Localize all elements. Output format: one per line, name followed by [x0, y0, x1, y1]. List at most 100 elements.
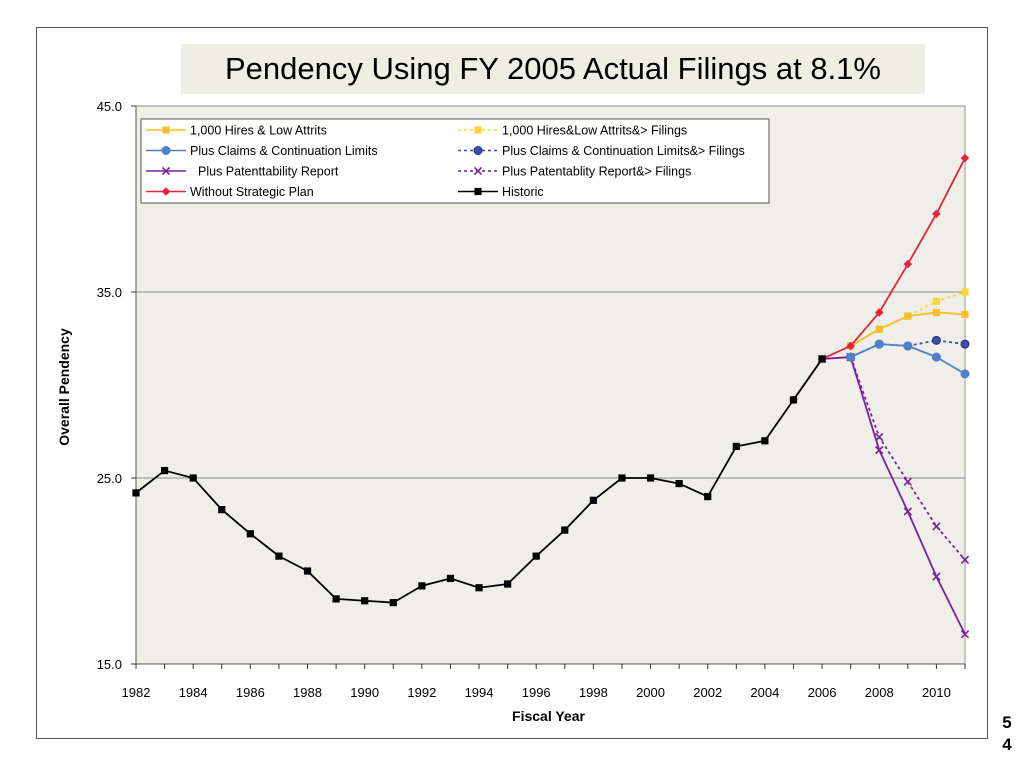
legend-marker [161, 187, 171, 196]
legend: 1,000 Hires & Low Attrits 1,000 Hires&Low… [140, 118, 770, 204]
page-number-digit: 5 [1002, 713, 1012, 732]
data-point [132, 489, 140, 497]
data-point [960, 369, 970, 379]
data-point [446, 574, 455, 583]
series-line [849, 356, 966, 561]
legend-item: Historic [458, 185, 544, 199]
data-point [960, 555, 970, 565]
legend-label: Historic [502, 185, 544, 199]
data-point [732, 442, 740, 450]
data-point [160, 466, 169, 475]
legend-item: 1,000 Hires&Low Attrits&> Filings [458, 124, 687, 138]
legend-item: Without Strategic Plan [146, 185, 314, 199]
data-point [818, 355, 826, 363]
slide-frame [36, 27, 988, 739]
data-point [418, 582, 426, 590]
data-point [932, 297, 941, 305]
data-point [303, 567, 312, 575]
marker-stroke [903, 477, 912, 486]
data-point [504, 580, 512, 588]
data-point [931, 352, 941, 362]
x-tick-label: 1994 [465, 685, 494, 700]
y-tick-label: 15.0 [97, 657, 122, 672]
data-point [475, 584, 483, 592]
y-tick-label: 35.0 [97, 285, 122, 300]
legend-label: Without Strategic Plan [190, 185, 314, 199]
x-tick-label: 2006 [808, 685, 837, 700]
data-point [932, 522, 941, 531]
x-tick-label: 1984 [179, 685, 208, 700]
marker-stroke [161, 166, 171, 176]
data-point [903, 341, 913, 351]
legend-marker [161, 146, 171, 155]
data-point [961, 310, 969, 318]
data-point [618, 474, 626, 482]
legend-marker [474, 187, 482, 196]
data-point [675, 479, 683, 488]
data-point [960, 339, 970, 349]
marker-stroke [473, 166, 483, 176]
series-historic [132, 355, 826, 607]
x-tick-label: 2008 [865, 685, 894, 700]
legend-label: Plus Claims & Continuation Limits [190, 144, 378, 158]
data-point [903, 477, 912, 486]
data-point [960, 153, 970, 163]
x-tick-label: 2000 [636, 685, 665, 700]
data-point [874, 339, 884, 349]
x-tick-label: 1990 [350, 685, 379, 700]
data-point [704, 493, 712, 501]
legend-label: Plus Patenttability Report [198, 165, 339, 179]
legend-item: Plus Claims & Continuation Limits [146, 144, 378, 158]
data-point [361, 597, 369, 605]
series-plus-claims-continuation-limits [846, 339, 970, 379]
legend-marker [473, 166, 483, 176]
data-point [789, 396, 798, 404]
x-tick-label: 1988 [293, 685, 322, 700]
page-number: 5 4 [998, 712, 1016, 756]
data-point [961, 288, 969, 296]
y-tick-label: 45.0 [97, 99, 122, 114]
legend-item: Plus Patenttability Report [146, 165, 339, 179]
marker-stroke [960, 630, 970, 639]
data-point [646, 474, 655, 482]
data-point [275, 552, 283, 560]
data-point [875, 325, 883, 333]
data-point [761, 437, 769, 445]
x-tick-label: 2002 [693, 685, 722, 700]
y-axis-title: Overall Pendency [56, 328, 72, 446]
legend-item: Plus Patentablity Report&> Filings [458, 165, 691, 179]
x-tick-label: 2004 [750, 685, 779, 700]
legend-item: Plus Claims & Continuation Limits&> Fili… [458, 144, 745, 158]
y-tick-label: 25.0 [97, 471, 122, 486]
data-point [903, 507, 912, 516]
data-point [532, 552, 540, 560]
data-point [931, 335, 941, 345]
data-point [218, 506, 226, 514]
series-plus-patentablity-report-filings [846, 352, 970, 565]
page-number-digit: 4 [1002, 735, 1012, 754]
marker-stroke [932, 522, 941, 531]
legend-marker [473, 146, 483, 155]
legend-item: 1,000 Hires & Low Attrits [146, 124, 327, 138]
marker-stroke [903, 507, 912, 516]
marker-stroke [960, 555, 970, 565]
legend-label: Plus Claims & Continuation Limits&> Fili… [502, 144, 745, 158]
x-axis-title: Fiscal Year [512, 708, 585, 724]
x-tick-label: 1992 [407, 685, 436, 700]
data-point [846, 341, 855, 351]
data-point [846, 352, 856, 362]
data-point [561, 526, 569, 534]
data-point [932, 209, 941, 219]
x-tick-label: 1996 [522, 685, 551, 700]
x-tick-label: 1986 [236, 685, 265, 700]
legend-marker [474, 126, 482, 134]
marker-stroke [875, 445, 884, 455]
legend-marker [161, 166, 171, 176]
data-point [389, 599, 397, 607]
data-point [189, 474, 197, 482]
legend-label: 1,000 Hires & Low Attrits [190, 124, 327, 138]
series-line [822, 356, 966, 635]
legend-label: Plus Patentablity Report&> Filings [502, 165, 691, 179]
data-point [903, 259, 913, 269]
